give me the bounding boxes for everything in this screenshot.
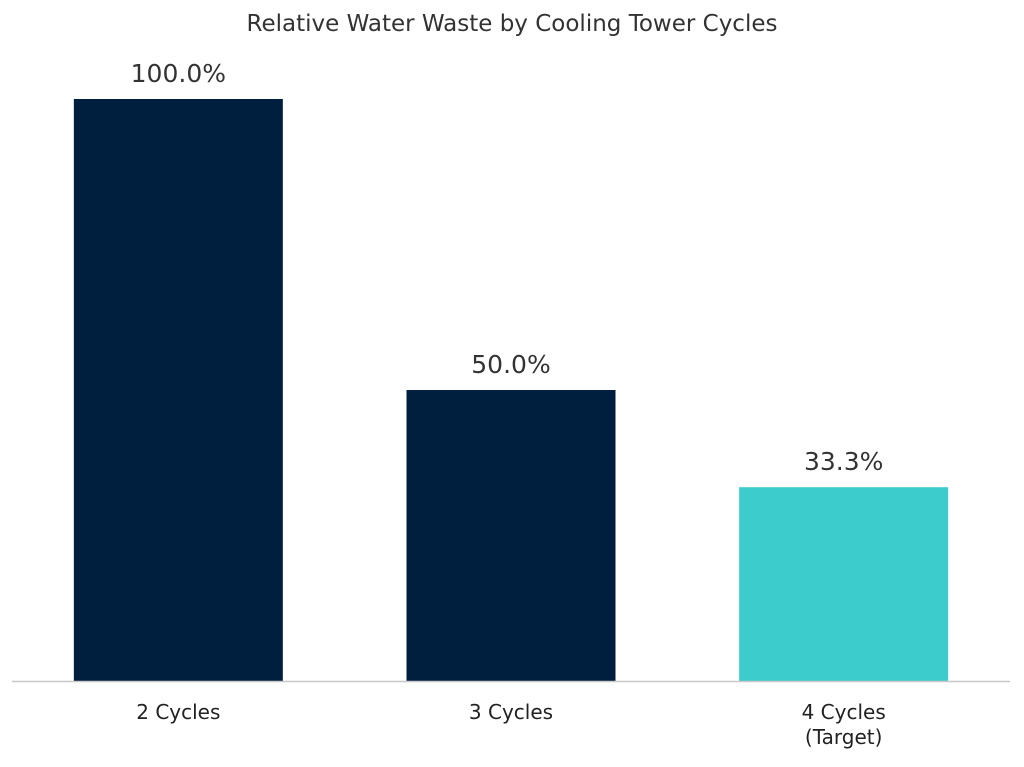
bar (73, 99, 283, 681)
x-tick-label: 3 Cycles (469, 700, 553, 724)
x-tick-label: 2 Cycles (136, 700, 220, 724)
data-label: 100.0% (131, 59, 226, 88)
data-label: 50.0% (471, 350, 550, 379)
x-tick-label: (Target) (805, 725, 882, 749)
chart-title: Relative Water Waste by Cooling Tower Cy… (247, 11, 778, 37)
bar (739, 487, 949, 681)
data-label: 33.3% (804, 447, 883, 476)
x-tick-label: 4 Cycles (802, 700, 886, 724)
bar (406, 390, 616, 681)
